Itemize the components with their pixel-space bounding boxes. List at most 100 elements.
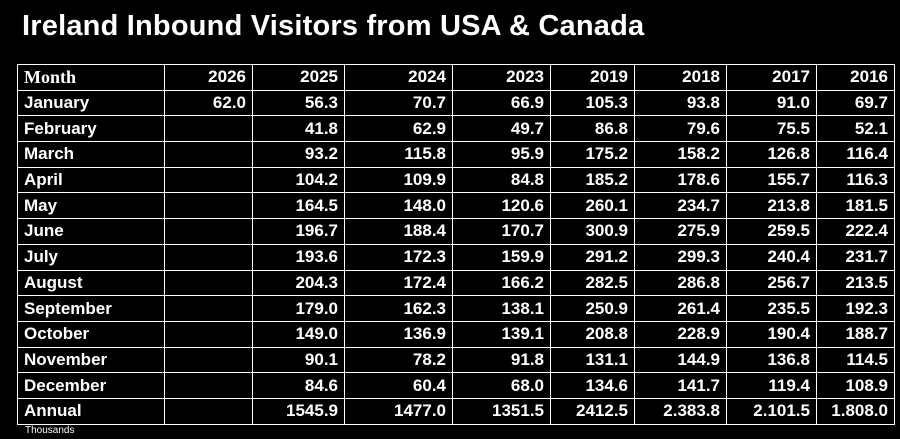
row-label: July	[17, 243, 165, 271]
table-row: Annual 1545.9 1477.0 1351.5 2412.5 2.383.8 2.1…	[17, 397, 895, 425]
table-cell: 56.3	[252, 89, 345, 117]
table-row: August 204.3 172.4 166.2 282.5 286.8 256.7 213.…	[17, 269, 895, 297]
table-cell	[164, 372, 253, 399]
table-cell	[164, 141, 253, 168]
unit-footnote: Thousands	[25, 425, 75, 436]
table-row: January 62.0 56.3 70.7 66.9 105.3 93.8 91.0 69.7	[17, 89, 895, 117]
table-cell: 204.3	[252, 269, 345, 297]
table-cell	[164, 397, 253, 425]
table-cell: 196.7	[252, 218, 345, 245]
table-cell	[164, 243, 253, 271]
table-cell: 95.9	[452, 141, 551, 168]
row-label: December	[17, 372, 165, 399]
table-cell: 291.2	[550, 243, 635, 271]
table-cell: 190.4	[726, 320, 817, 348]
table-cell: 139.1	[452, 320, 551, 348]
table-cell: 91.0	[726, 89, 817, 117]
table-cell: 134.6	[550, 372, 635, 399]
table-cell: 164.5	[252, 192, 345, 220]
table-cell: 66.9	[452, 89, 551, 117]
table-cell: 78.2	[344, 346, 453, 374]
row-label: November	[17, 346, 165, 374]
table-cell: 234.7	[634, 192, 727, 220]
table-cell: 69.7	[816, 89, 895, 117]
table-cell: 1.808.0	[816, 397, 895, 425]
table-cell: 1545.9	[252, 397, 345, 425]
table-cell: 114.5	[816, 346, 895, 374]
table-cell: 84.8	[452, 166, 551, 194]
table-cell: 259.5	[726, 218, 817, 245]
table-cell: 1351.5	[452, 397, 551, 425]
table-cell: 2.101.5	[726, 397, 817, 425]
row-label: September	[17, 295, 165, 322]
table-cell: 126.8	[726, 141, 817, 168]
table-cell: 178.6	[634, 166, 727, 194]
table-cell: 282.5	[550, 269, 635, 297]
table-cell: 179.0	[252, 295, 345, 322]
table-row: November 90.1 78.2 91.8 131.1 144.9 136.8 114.5	[17, 346, 895, 374]
table-cell: 119.4	[726, 372, 817, 399]
column-header-year: 2016	[816, 64, 895, 91]
table-cell: 148.0	[344, 192, 453, 220]
table-cell	[164, 269, 253, 297]
table-body: January 62.0 56.3 70.7 66.9 105.3 93.8 91.0 69.7…	[17, 89, 895, 425]
table-cell: 136.8	[726, 346, 817, 374]
table-cell: 2.383.8	[634, 397, 727, 425]
table-cell: 260.1	[550, 192, 635, 220]
chart-title: Ireland Inbound Visitors from USA & Cana…	[22, 10, 645, 42]
table-cell	[164, 295, 253, 322]
table-cell: 188.7	[816, 320, 895, 348]
table-cell: 213.8	[726, 192, 817, 220]
table-cell: 144.9	[634, 346, 727, 374]
table-row: March 93.2 115.8 95.9 175.2 158.2 126.8 116.4	[17, 141, 895, 168]
table-cell: 141.7	[634, 372, 727, 399]
table-cell: 93.8	[634, 89, 727, 117]
table-cell: 300.9	[550, 218, 635, 245]
table-cell: 79.6	[634, 115, 727, 143]
table-cell: 185.2	[550, 166, 635, 194]
table-cell: 162.3	[344, 295, 453, 322]
table-cell: 115.8	[344, 141, 453, 168]
table-cell: 275.9	[634, 218, 727, 245]
table-cell: 159.9	[452, 243, 551, 271]
table-cell: 172.4	[344, 269, 453, 297]
table-cell: 86.8	[550, 115, 635, 143]
table-cell: 299.3	[634, 243, 727, 271]
table-cell: 208.8	[550, 320, 635, 348]
column-header-year: 2023	[452, 64, 551, 91]
table-cell: 192.3	[816, 295, 895, 322]
table-row: June 196.7 188.4 170.7 300.9 275.9 259.5 222.4	[17, 218, 895, 245]
table-row: February 41.8 62.9 49.7 86.8 79.6 75.5 52.1	[17, 115, 895, 143]
table-cell: 261.4	[634, 295, 727, 322]
table-cell: 131.1	[550, 346, 635, 374]
table-cell	[164, 218, 253, 245]
table-cell: 41.8	[252, 115, 345, 143]
row-label: April	[17, 166, 165, 194]
table-cell: 235.5	[726, 295, 817, 322]
table-cell: 120.6	[452, 192, 551, 220]
column-header-month: Month	[17, 64, 165, 91]
header-row: Month 2026 2025 2024 2023 2019 2018 2017 2016	[17, 64, 895, 91]
table-cell: 104.2	[252, 166, 345, 194]
table-row: July 193.6 172.3 159.9 291.2 299.3 240.4 231.7	[17, 243, 895, 271]
row-label: August	[17, 269, 165, 297]
table-cell: 193.6	[252, 243, 345, 271]
table-cell: 70.7	[344, 89, 453, 117]
table-cell: 62.9	[344, 115, 453, 143]
table-cell: 116.4	[816, 141, 895, 168]
table-cell: 286.8	[634, 269, 727, 297]
table-cell: 116.3	[816, 166, 895, 194]
table-cell: 166.2	[452, 269, 551, 297]
table-row: December 84.6 60.4 68.0 134.6 141.7 119.4 108.9	[17, 372, 895, 399]
table-cell: 256.7	[726, 269, 817, 297]
row-label: February	[17, 115, 165, 143]
row-label: January	[17, 89, 165, 117]
table-cell: 228.9	[634, 320, 727, 348]
table-cell: 62.0	[164, 89, 253, 117]
table-cell: 138.1	[452, 295, 551, 322]
table-cell: 149.0	[252, 320, 345, 348]
table-row: April 104.2 109.9 84.8 185.2 178.6 155.7 116.3	[17, 166, 895, 194]
row-label: June	[17, 218, 165, 245]
row-label: May	[17, 192, 165, 220]
table-cell: 170.7	[452, 218, 551, 245]
